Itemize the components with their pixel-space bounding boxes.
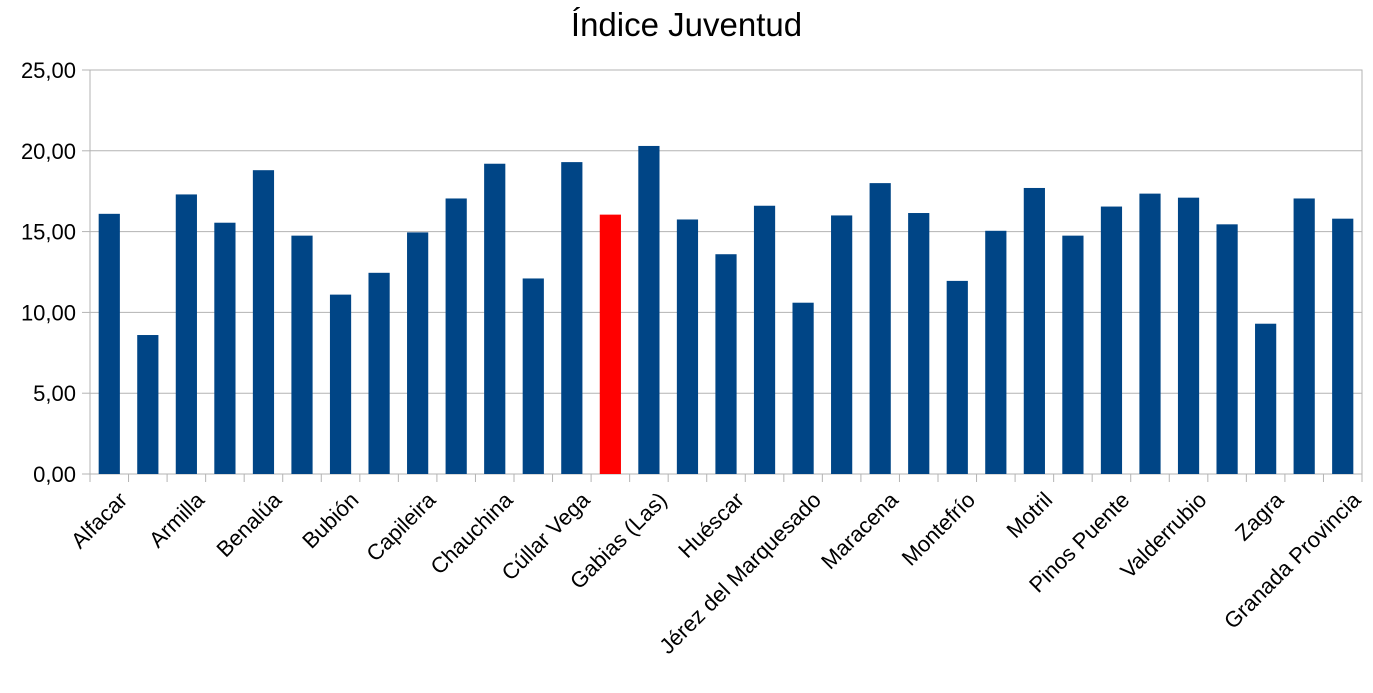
y-tick-label: 10,00	[21, 300, 76, 325]
y-axis: 0,00 5,00 10,00 15,00 20,00 25,00	[21, 58, 90, 487]
x-tick-label: Zagra	[1230, 487, 1289, 546]
x-tick-label: Benalúa	[212, 487, 287, 562]
bar	[1255, 323, 1277, 474]
bar	[792, 302, 814, 474]
x-tick-label: Maracena	[816, 487, 903, 574]
x-tick-label: Huéscar	[673, 487, 749, 563]
bar	[137, 335, 159, 474]
x-tick-label: Bubión	[297, 487, 363, 553]
bar	[252, 170, 275, 474]
bar	[407, 232, 429, 474]
y-tick-label: 20,00	[21, 139, 76, 164]
bar	[214, 222, 236, 474]
x-tick-label: Armilla	[144, 487, 210, 553]
bar	[291, 235, 313, 474]
bar	[985, 230, 1007, 474]
y-tick-label: 15,00	[21, 220, 76, 245]
bar	[329, 294, 352, 474]
bar	[1100, 206, 1123, 474]
bar	[869, 183, 891, 474]
bar	[445, 198, 467, 475]
bar	[715, 254, 737, 474]
bar	[599, 214, 621, 474]
x-tick-label: Alfacar	[66, 487, 132, 553]
bar	[1023, 187, 1045, 474]
bar	[368, 272, 390, 474]
bar	[1062, 235, 1084, 474]
bar	[638, 145, 660, 474]
x-tick-label: Capileira	[361, 487, 441, 567]
y-tick-label: 25,00	[21, 58, 76, 83]
bar	[1332, 218, 1354, 474]
x-tick-label: Motril	[1002, 487, 1058, 543]
y-tick-label: 5,00	[33, 381, 76, 406]
bar	[1216, 224, 1238, 474]
bar	[1139, 193, 1161, 474]
bar	[676, 219, 699, 474]
bars	[98, 145, 1354, 475]
bar	[98, 213, 120, 474]
x-axis: Alfacar Armilla Benalúa BubiónCapileiraChau…	[66, 474, 1366, 659]
bar	[175, 194, 197, 474]
x-tick-label: Montefrío	[897, 487, 980, 570]
bar	[1293, 198, 1315, 475]
bar	[522, 278, 544, 474]
x-tick-label: Granada Provincia	[1219, 487, 1366, 634]
bar	[1177, 197, 1200, 474]
bar	[946, 280, 968, 474]
bar	[561, 162, 583, 474]
bar	[484, 163, 506, 474]
y-tick-label: 0,00	[33, 462, 76, 487]
bar	[831, 215, 853, 474]
bar	[908, 213, 930, 475]
bar	[753, 205, 776, 474]
chart-title: Índice Juventud	[570, 6, 803, 43]
